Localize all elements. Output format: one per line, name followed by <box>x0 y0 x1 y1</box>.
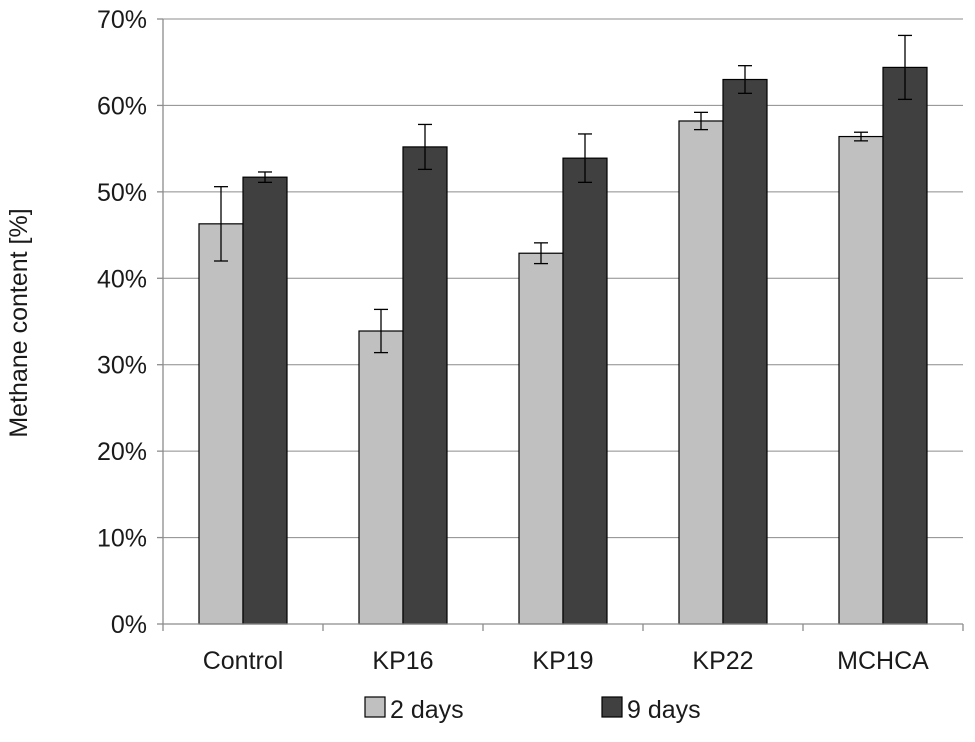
y-tick-label: 10% <box>97 525 147 553</box>
y-tick-label: 50% <box>97 179 147 207</box>
bar-mchca-2-days <box>838 135 884 625</box>
x-tick-label-kp22: KP22 <box>692 647 753 675</box>
bar-control-2-days <box>198 223 244 625</box>
legend-swatch-9-days <box>601 696 623 718</box>
x-tick-label-kp16: KP16 <box>372 647 433 675</box>
y-tick-label: 60% <box>97 92 147 120</box>
bar-mchca-9-days <box>882 66 928 625</box>
y-tick-label: 20% <box>97 438 147 466</box>
y-tick-label: 70% <box>97 6 147 34</box>
bar-kp16-2-days <box>358 330 404 625</box>
bar-kp22-9-days <box>722 78 768 625</box>
y-tick-label: 0% <box>111 611 147 639</box>
x-tick-labels: Control KP16 KP19 KP22 MCHCA <box>203 647 929 675</box>
bar-kp16-9-days <box>402 146 448 625</box>
x-tick-label-mchca: MCHCA <box>837 647 929 675</box>
bar-control-9-days <box>242 176 288 625</box>
bars <box>198 66 928 625</box>
legend-label-2-days: 2 days <box>390 696 464 724</box>
axes <box>157 18 964 631</box>
error-bars <box>214 34 912 354</box>
x-tick-label-control: Control <box>203 647 284 675</box>
x-tick-label-kp19: KP19 <box>532 647 593 675</box>
y-tick-labels: 0% 10% 20% 30% 40% 50% 60% 70% <box>97 6 147 639</box>
y-tick-label: 30% <box>97 352 147 380</box>
bar-kp22-2-days <box>678 120 724 625</box>
legend-label-9-days: 9 days <box>627 696 701 724</box>
bar-kp19-9-days <box>562 157 608 625</box>
legend: 2 days 9 days <box>364 696 701 724</box>
y-axis-label: Methane content [%] <box>5 208 33 437</box>
legend-swatch-2-days <box>364 696 386 718</box>
bar-kp19-2-days <box>518 252 564 625</box>
y-tick-label: 40% <box>97 265 147 293</box>
